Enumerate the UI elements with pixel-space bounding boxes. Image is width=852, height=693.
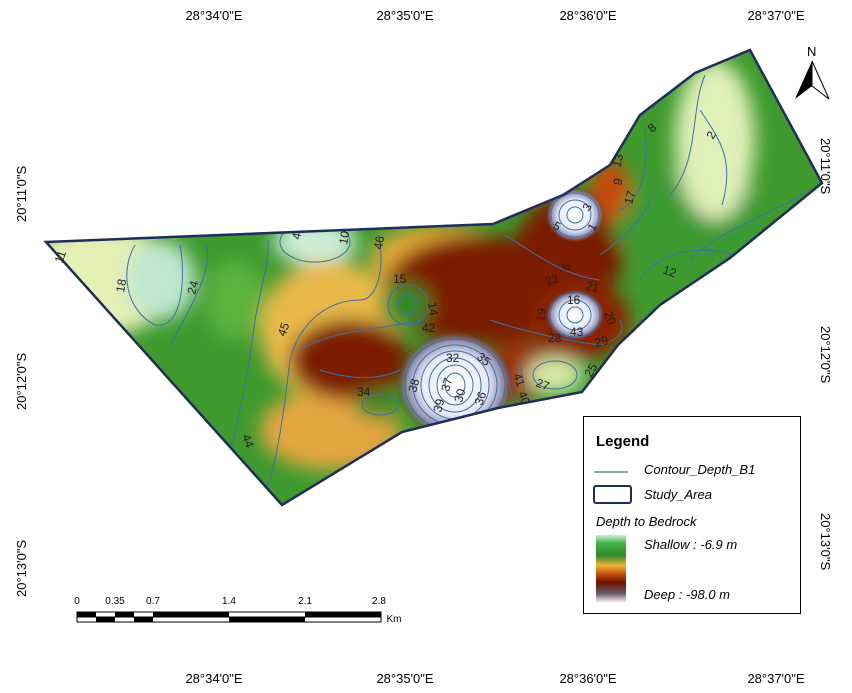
contour-label: 30	[451, 387, 468, 404]
longitude-tick-bottom: 28°35'0"E	[376, 671, 434, 686]
scale-tick-label: 0.7	[146, 596, 160, 607]
contour-label: 21	[584, 278, 601, 295]
contour-label: 36	[472, 389, 490, 407]
north-arrow-icon: N	[795, 44, 830, 100]
study-area-boundary	[43, 48, 824, 507]
contour-label: 13	[609, 152, 626, 169]
contour-label: 44	[239, 432, 257, 450]
legend: Legend Contour_Depth_B1 Study_Area Depth…	[583, 416, 801, 614]
contour-lines	[126, 74, 811, 496]
contour-label: 15	[393, 272, 407, 286]
contour-label: 27	[534, 376, 552, 394]
depth-color-ramp	[596, 535, 626, 603]
contour-label: 42	[422, 321, 436, 335]
contour-label: 11	[52, 248, 70, 265]
scale-bar	[76, 611, 382, 623]
contour-label: 9	[610, 176, 625, 186]
scale-tick-label: 2.8	[372, 596, 386, 607]
study-area-legend-label: Study_Area	[644, 487, 712, 502]
contour-label: 45	[275, 320, 293, 338]
contour-label: 12	[661, 263, 679, 281]
contour-label: 17	[621, 189, 638, 206]
contour-label: 24	[184, 279, 201, 296]
scale-tick-label: 1.4	[222, 596, 236, 607]
contour-label: 20	[601, 309, 619, 327]
longitude-tick-bottom: 28°37'0"E	[747, 671, 805, 686]
longitude-tick-bottom: 28°36'0"E	[559, 671, 617, 686]
contour-label: 19	[533, 307, 549, 323]
contour-label: 38	[405, 377, 422, 394]
contour-label: 46	[371, 235, 387, 251]
longitude-tick-bottom: 28°34'0"E	[185, 671, 243, 686]
north-arrow-label: N	[807, 44, 816, 59]
contour-label: 34	[357, 385, 371, 399]
contour-label: 18	[113, 278, 129, 294]
longitude-tick-top: 28°36'0"E	[559, 8, 617, 23]
contour-label: 28	[548, 331, 562, 345]
shallow-legend-label: Shallow : -6.9 m	[644, 537, 738, 552]
scale-tick-label: 0.35	[105, 596, 125, 607]
contour-label: 10	[336, 230, 352, 246]
legend-title: Legend	[596, 433, 650, 450]
contour-label: 4	[289, 231, 304, 240]
contour-label: 25	[581, 361, 600, 380]
longitude-tick-top: 28°34'0"E	[185, 8, 243, 23]
longitude-tick-top: 28°35'0"E	[376, 8, 434, 23]
longitude-tick-top: 28°37'0"E	[747, 8, 805, 23]
contour-label: 32	[446, 351, 460, 365]
contour-label: 14	[425, 301, 441, 317]
contour-label: 29	[593, 333, 610, 350]
deep-legend-label: Deep : -98.0 m	[644, 587, 730, 602]
contour-legend-label: Contour_Depth_B1	[644, 462, 756, 477]
contour-label: 37	[438, 376, 455, 393]
contour-line-swatch	[594, 471, 628, 473]
contour-label: 16	[567, 293, 581, 307]
contour-label: 39	[430, 397, 447, 414]
depth-legend-heading: Depth to Bedrock	[596, 514, 697, 529]
scale-tick-label: 0	[74, 596, 80, 607]
scale-unit: Km	[386, 614, 402, 625]
contour-label: 43	[570, 325, 584, 339]
study-area-swatch	[593, 485, 632, 504]
contour-label: 22	[543, 271, 561, 289]
contour-label: 40	[515, 389, 533, 407]
contour-label: 41	[510, 371, 528, 389]
scale-tick-label: 2.1	[298, 596, 312, 607]
